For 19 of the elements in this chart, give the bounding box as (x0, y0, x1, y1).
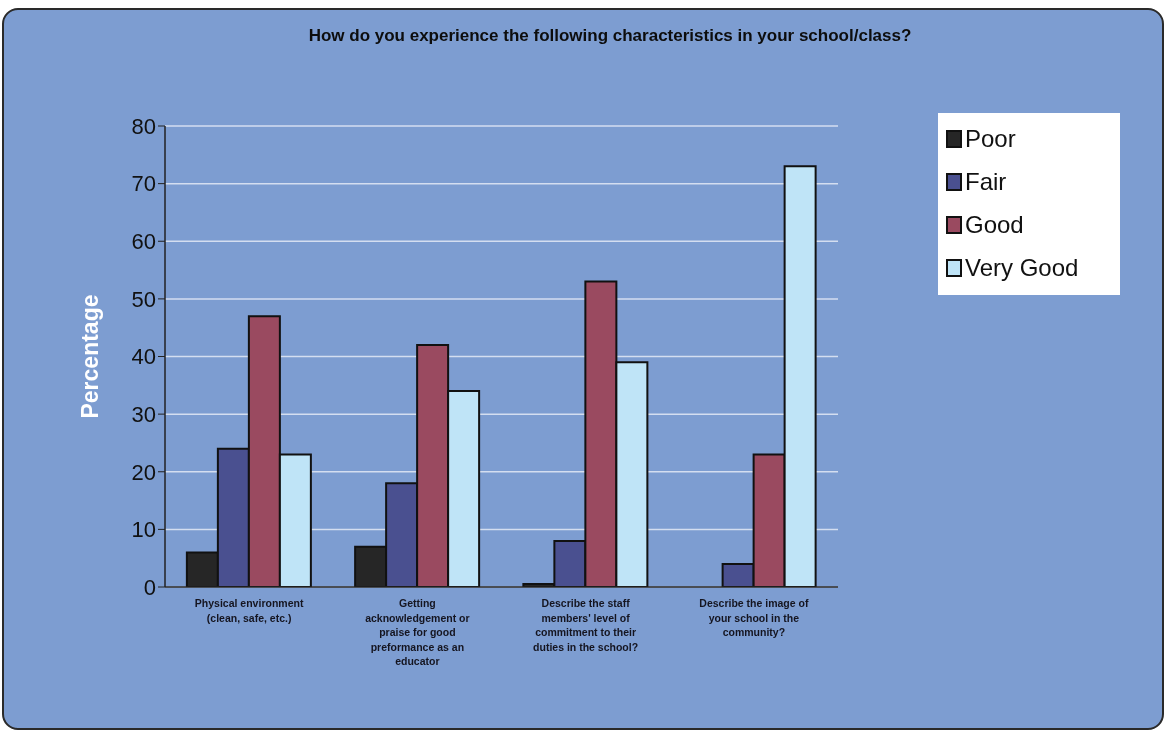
y-tick-label: 0 (143, 574, 156, 600)
x-tick-label: Describe the staff members' level of commitment to their duties in the school? (533, 597, 639, 653)
legend-label: Poor (965, 124, 1016, 153)
legend-label: Good (965, 210, 1024, 239)
y-tick-label: 30 (131, 401, 156, 427)
y-tick-label: 80 (131, 113, 156, 139)
y-tick-label: 70 (131, 171, 156, 197)
y-tick-label: 40 (131, 344, 156, 370)
x-tick-label: Physical environment (clean, safe, etc.) (194, 597, 304, 624)
x-tick-label: Getting acknowledgement or praise for good preformance as an educator (365, 597, 470, 667)
chart-title: How do you experience the following characteristics in your school/class? (307, 26, 913, 46)
legend-label: Very Good (965, 253, 1079, 282)
y-tick-label: 10 (131, 517, 156, 543)
y-tick-label: 20 (131, 459, 156, 485)
x-tick-label: Describe the image of your school in the community? (699, 597, 809, 638)
y-tick-label: 60 (131, 229, 156, 255)
y-tick-label: 50 (131, 286, 156, 312)
y-axis-title: Percentage (77, 294, 104, 419)
legend-label: Fair (965, 167, 1007, 196)
